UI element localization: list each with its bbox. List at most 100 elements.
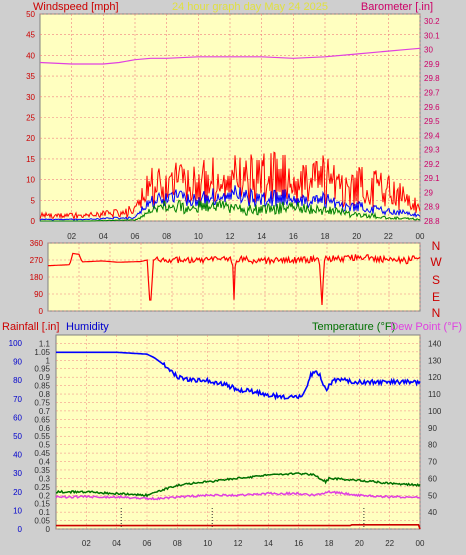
rainfall-line [56, 524, 421, 530]
windspeed-tick-label: 10 [26, 176, 35, 185]
time-tick-label: 16 [289, 232, 298, 241]
dewpoint-axis-title: Dew Point (°F) [390, 321, 462, 333]
barometer-tick-label: 29.6 [424, 103, 440, 112]
humidity-tick-label: 50 [13, 432, 22, 441]
windspeed-tick-labels: 0 5 10 15 20 25 30 35 40 45 50 [26, 10, 35, 226]
humidity-tick-label: 70 [13, 395, 22, 404]
humidity-tick-label: 30 [13, 469, 22, 478]
temperature-tick-label: 110 [428, 390, 441, 399]
windspeed-series [39, 151, 421, 222]
humidity-tick-label: 60 [13, 413, 22, 422]
rainfall-tick-label: 1 [46, 356, 51, 365]
barometer-axis-title: Barometer [.in] [361, 1, 433, 13]
humidity-tick-label: 10 [13, 506, 22, 515]
temperature-tick-label: 120 [428, 373, 442, 382]
rainfall-tick-label: 0.55 [34, 432, 50, 441]
temperature-tick-label: 130 [428, 356, 442, 365]
temperature-tick-label: 90 [428, 424, 437, 433]
compass-label: S [432, 273, 440, 287]
time-tick-labels-top: 02 04 06 08 10 12 14 16 18 20 22 00 [67, 232, 425, 241]
windspeed-tick-label: 15 [26, 155, 35, 164]
barometer-tick-label: 29.7 [424, 89, 440, 98]
rainfall-tick-label: 0.1 [39, 508, 51, 517]
humidity-tick-label: 90 [13, 358, 22, 367]
humidity-tick-label: 0 [18, 525, 23, 534]
rainfall-tick-label: 1.05 [34, 348, 50, 357]
humidity-line [56, 351, 421, 401]
rainfall-tick-label: 0.65 [34, 415, 50, 424]
rain-reset-markers [120, 508, 365, 529]
barometer-line [39, 47, 421, 65]
barometer-tick-label: 30.1 [424, 31, 440, 40]
time-tick-label: 12 [226, 232, 235, 241]
time-tick-label: 18 [325, 539, 334, 548]
rainfall-tick-label: 0.2 [39, 491, 51, 500]
time-tick-label: 04 [99, 232, 108, 241]
time-tick-label: 18 [321, 232, 330, 241]
humidity-axis-title: Humidity [66, 321, 109, 333]
windspeed-tick-label: 25 [26, 114, 35, 123]
wind-average-series [40, 199, 421, 222]
direction-degree-label: 360 [30, 239, 44, 248]
direction-grid [48, 242, 421, 312]
temperature-axis-title: Temperature (°F) [312, 321, 395, 333]
barometer-tick-label: 29 [424, 188, 433, 197]
rainfall-tick-label: 0.3 [39, 474, 51, 483]
time-tick-label: 22 [384, 232, 393, 241]
time-tick-label: 12 [234, 539, 243, 548]
temperature-tick-label: 80 [428, 441, 437, 450]
windspeed-tick-label: 5 [31, 196, 36, 205]
compass-label: N [432, 306, 441, 320]
windspeed-tick-label: 20 [26, 134, 35, 143]
temperature-tick-label: 70 [428, 458, 437, 467]
compass-label: N [432, 239, 441, 253]
time-tick-label: 20 [352, 232, 361, 241]
barometer-tick-label: 29.4 [424, 131, 440, 140]
wind-direction-line [47, 252, 421, 306]
temperature-tick-label: 40 [428, 508, 437, 517]
rain-humidity-temperature-panel: 00.050.10.150.20.250.30.350.40.450.50.55… [9, 334, 442, 548]
rainfall-tick-label: 0.6 [39, 424, 51, 433]
rainfall-tick-label: 0.8 [39, 390, 51, 399]
time-tick-label: 04 [112, 539, 121, 548]
temperature-tick-label: 60 [428, 474, 437, 483]
time-tick-label: 02 [67, 232, 76, 241]
humidity-tick-label: 20 [13, 488, 22, 497]
rainfall-tick-label: 0.95 [34, 365, 50, 374]
direction-degree-label: 0 [39, 307, 44, 316]
barometer-tick-label: 29.5 [424, 117, 440, 126]
rainfall-tick-label: 0.7 [39, 407, 51, 416]
time-tick-label: 08 [173, 539, 182, 548]
temperature-tick-label: 50 [428, 491, 437, 500]
time-tick-labels-bottom: 02 04 06 08 10 12 14 16 18 20 22 00 [82, 539, 425, 548]
temperature-line [55, 472, 421, 498]
rainfall-tick-label: 1.1 [39, 339, 51, 348]
humidity-tick-labels: 0 10 20 30 40 50 60 70 80 90 100 [9, 339, 23, 534]
time-tick-label: 10 [203, 539, 212, 548]
barometer-tick-label: 29.9 [424, 60, 440, 69]
barometer-tick-label: 30 [424, 46, 433, 55]
rainfall-tick-label: 0.85 [34, 382, 50, 391]
rainfall-tick-label: 0 [46, 525, 51, 534]
barometer-tick-label: 29.2 [424, 160, 440, 169]
rainfall-tick-label: 0.9 [39, 373, 51, 382]
time-tick-label: 08 [162, 232, 171, 241]
rainfall-tick-label: 0.4 [39, 458, 51, 467]
barometer-tick-label: 30.2 [424, 17, 440, 26]
temperature-tick-label: 100 [428, 407, 442, 416]
time-tick-label: 00 [416, 539, 425, 548]
time-tick-label: 14 [257, 232, 266, 241]
rainfall-tick-label: 0.45 [34, 449, 50, 458]
barometer-tick-labels: 28.8 28.9 29 29.1 29.2 29.3 29.4 29.5 29.6 29.7 29… [424, 17, 440, 226]
time-tick-label: 00 [416, 232, 425, 241]
barometer-tick-label: 28.9 [424, 203, 440, 212]
dewpoint-line [55, 490, 421, 501]
compass-label: W [430, 255, 442, 269]
barometer-tick-label: 29.3 [424, 146, 440, 155]
rainfall-tick-label: 0.05 [34, 517, 50, 526]
direction-degree-labels: 0 90 180 270 360 [30, 239, 44, 316]
